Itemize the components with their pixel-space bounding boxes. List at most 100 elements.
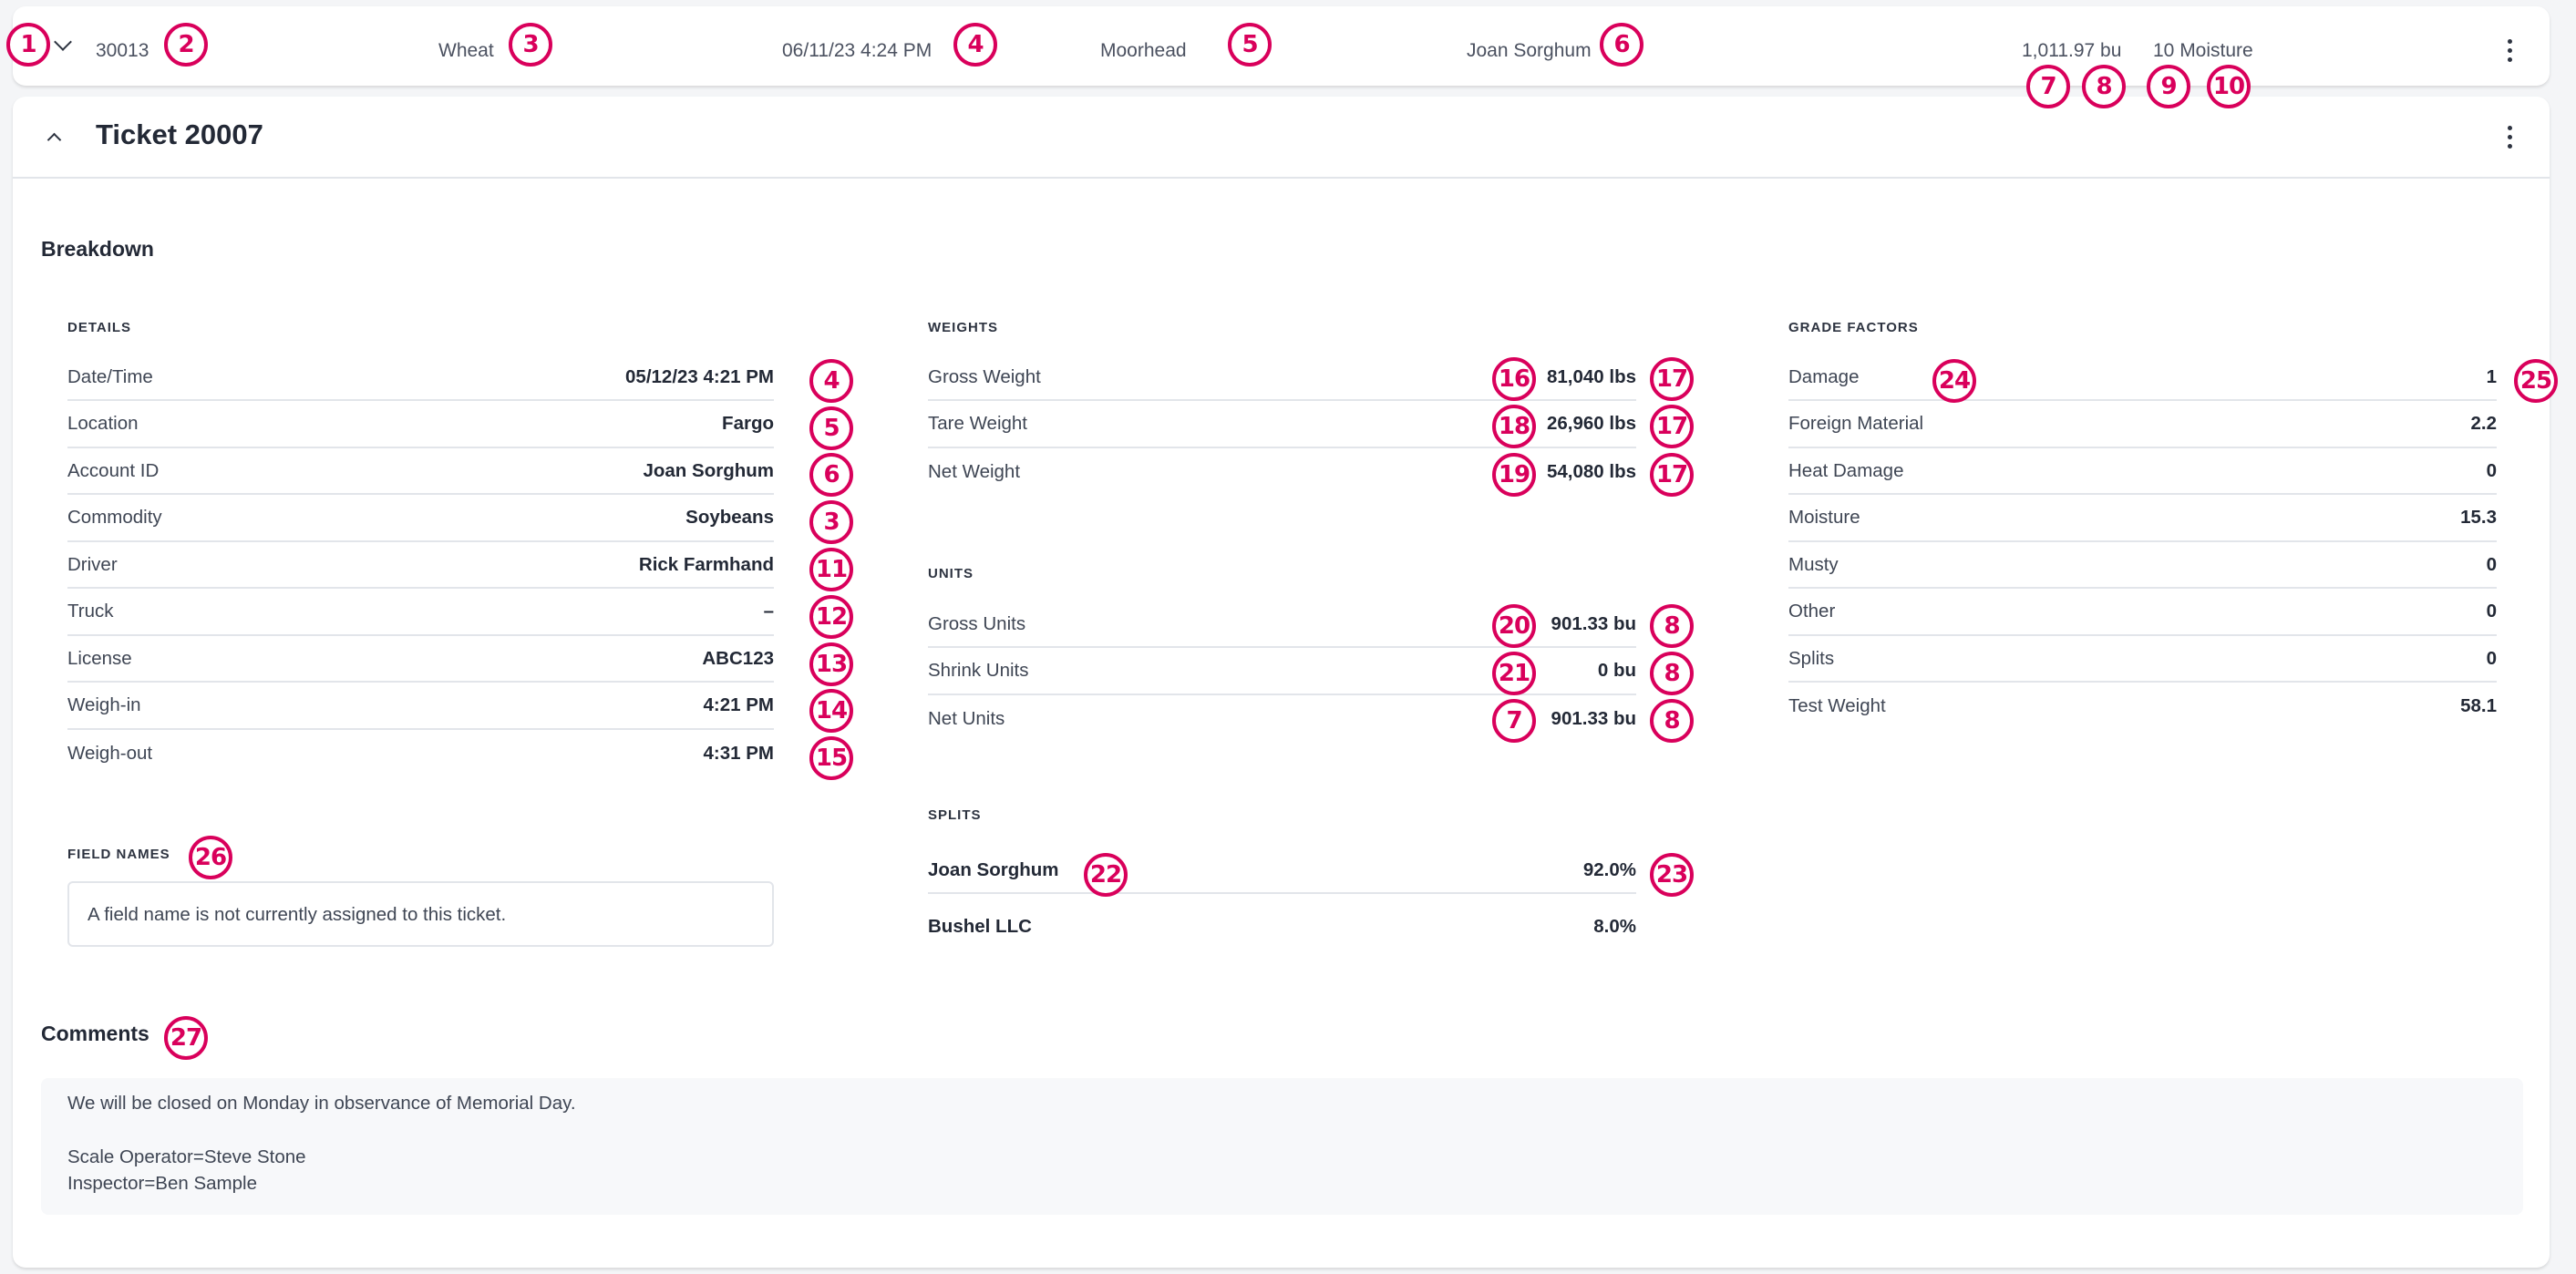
splits-value: 92.0% [1582, 858, 1636, 880]
annotation-marker: 12 [809, 595, 853, 639]
annotation-marker: 7 [2026, 65, 2070, 108]
grade-factor-value: 0 [2486, 553, 2497, 575]
comments-heading: Comments [41, 1022, 149, 1045]
field-names-heading: Field Names [67, 847, 170, 862]
annotation-marker: 11 [809, 548, 853, 591]
weights-label: Tare Weight [928, 413, 1028, 434]
grade-factor-row: Damage 1 [1788, 354, 2497, 401]
summary-date-time: 06/11/23 4:24 PM [782, 40, 933, 61]
annotation-marker: 23 [1650, 853, 1694, 897]
expand-button[interactable] [54, 33, 72, 52]
units-label: Net Units [928, 707, 1005, 729]
annotation-marker: 18 [1492, 405, 1536, 448]
weights-heading: Weights [928, 320, 998, 335]
grade-factor-value: 0 [2486, 601, 2497, 622]
field-names-box: A field name is not currently assigned t… [67, 881, 774, 947]
annotation-marker: 5 [809, 406, 853, 450]
annotation-marker: 16 [1492, 357, 1536, 401]
annotation-marker: 4 [809, 359, 853, 403]
weights-row: Tare Weight 26,960 lbs [928, 402, 1636, 448]
comment-line: Scale Operator=Steve Stone [67, 1146, 306, 1167]
details-value: Rick Farmhand [638, 553, 774, 575]
breakdown-heading: Breakdown [41, 237, 154, 261]
grade-factor-value: 58.1 [2460, 695, 2497, 716]
details-label: Location [67, 413, 139, 434]
details-row: Weigh-in 4:21 PM [67, 683, 774, 730]
annotation-marker: 4 [953, 23, 997, 67]
annotation-marker: 8 [1650, 699, 1694, 743]
details-label: Driver [67, 553, 118, 575]
units-row: Shrink Units 0 bu [928, 649, 1636, 695]
weights-value: 54,080 lbs [1546, 460, 1636, 482]
grade-factors-heading: Grade Factors [1788, 320, 1919, 335]
annotation-marker: 22 [1084, 853, 1128, 897]
units-heading: Units [928, 566, 974, 581]
grade-factor-row: Splits 0 [1788, 636, 2497, 683]
comment-line: We will be closed on Monday in observanc… [67, 1093, 576, 1114]
ticket-title: Ticket 20007 [96, 118, 263, 150]
details-value: 05/12/23 4:21 PM [625, 365, 774, 387]
units-row: Net Units 901.33 bu [928, 695, 1636, 742]
details-value: Soybeans [685, 507, 774, 528]
chevron-down-icon [54, 33, 72, 51]
weights-label: Gross Weight [928, 365, 1041, 387]
units-value: 0 bu [1597, 660, 1636, 681]
annotation-marker: 27 [164, 1016, 208, 1060]
details-label: Weigh-in [67, 694, 141, 715]
weights-row: Gross Weight 81,040 lbs [928, 354, 1636, 401]
details-value: – [763, 601, 774, 622]
annotation-marker: 17 [1650, 357, 1694, 401]
collapse-button[interactable] [46, 129, 64, 148]
details-label: Truck [67, 601, 114, 622]
grade-factor-value: 0 [2486, 459, 2497, 481]
details-value: 4:31 PM [703, 742, 774, 764]
annotation-marker: 19 [1492, 453, 1536, 497]
grade-factor-value: 2.2 [2470, 413, 2498, 434]
grade-factor-row: Test Weight 58.1 [1788, 683, 2497, 730]
details-label: Weigh-out [67, 742, 153, 764]
details-row: Date/Time 05/12/23 4:21 PM [67, 354, 774, 401]
annotation-marker: 20 [1492, 604, 1536, 648]
field-names-empty-message: A field name is not currently assigned t… [88, 904, 507, 925]
grade-factor-row: Musty 0 [1788, 542, 2497, 589]
details-label: Date/Time [67, 365, 153, 387]
annotation-marker: 10 [2207, 65, 2251, 108]
weights-value: 81,040 lbs [1546, 365, 1636, 387]
annotation-marker: 21 [1492, 652, 1536, 695]
splits-value: 8.0% [1593, 915, 1636, 937]
more-vertical-icon[interactable] [2506, 39, 2513, 62]
units-value: 901.33 bu [1551, 612, 1636, 634]
chevron-up-icon [46, 132, 62, 148]
details-row: Account ID Joan Sorghum [67, 448, 774, 495]
splits-label: Bushel LLC [928, 915, 1032, 937]
annotation-marker: 1 [6, 23, 50, 67]
grade-factor-value: 0 [2486, 647, 2497, 669]
grade-factor-label: Moisture [1788, 507, 1860, 528]
weights-label: Net Weight [928, 460, 1021, 482]
details-label: License [67, 647, 132, 669]
details-value: Joan Sorghum [643, 459, 774, 481]
annotation-marker: 17 [1650, 405, 1694, 448]
grade-factor-label: Test Weight [1788, 695, 1886, 716]
annotation-marker: 26 [189, 836, 232, 879]
more-vertical-icon[interactable] [2506, 126, 2513, 149]
grade-factor-label: Musty [1788, 553, 1839, 575]
summary-ticket-id: 30013 [96, 40, 149, 61]
details-value: Fargo [722, 413, 774, 434]
grade-factor-row: Heat Damage 0 [1788, 448, 2497, 495]
splits-heading: Splits [928, 807, 982, 823]
grade-factor-row: Other 0 [1788, 590, 2497, 636]
annotation-marker: 7 [1492, 699, 1536, 743]
ticket-summary-row[interactable]: 30013 Wheat 06/11/23 4:24 PM Moorhead Jo… [13, 6, 2550, 86]
annotation-marker: 13 [809, 642, 853, 686]
comment-line: Inspector=Ben Sample [67, 1173, 257, 1194]
details-row: License ABC123 [67, 636, 774, 683]
details-label: Commodity [67, 507, 162, 528]
details-label: Account ID [67, 459, 160, 481]
grade-factor-label: Heat Damage [1788, 459, 1904, 481]
ticket-header: Ticket 20007 [13, 97, 2550, 179]
weights-row: Net Weight 54,080 lbs [928, 448, 1636, 495]
annotation-marker: 6 [809, 453, 853, 497]
units-value: 901.33 bu [1551, 707, 1636, 729]
annotation-marker: 8 [1650, 652, 1694, 695]
